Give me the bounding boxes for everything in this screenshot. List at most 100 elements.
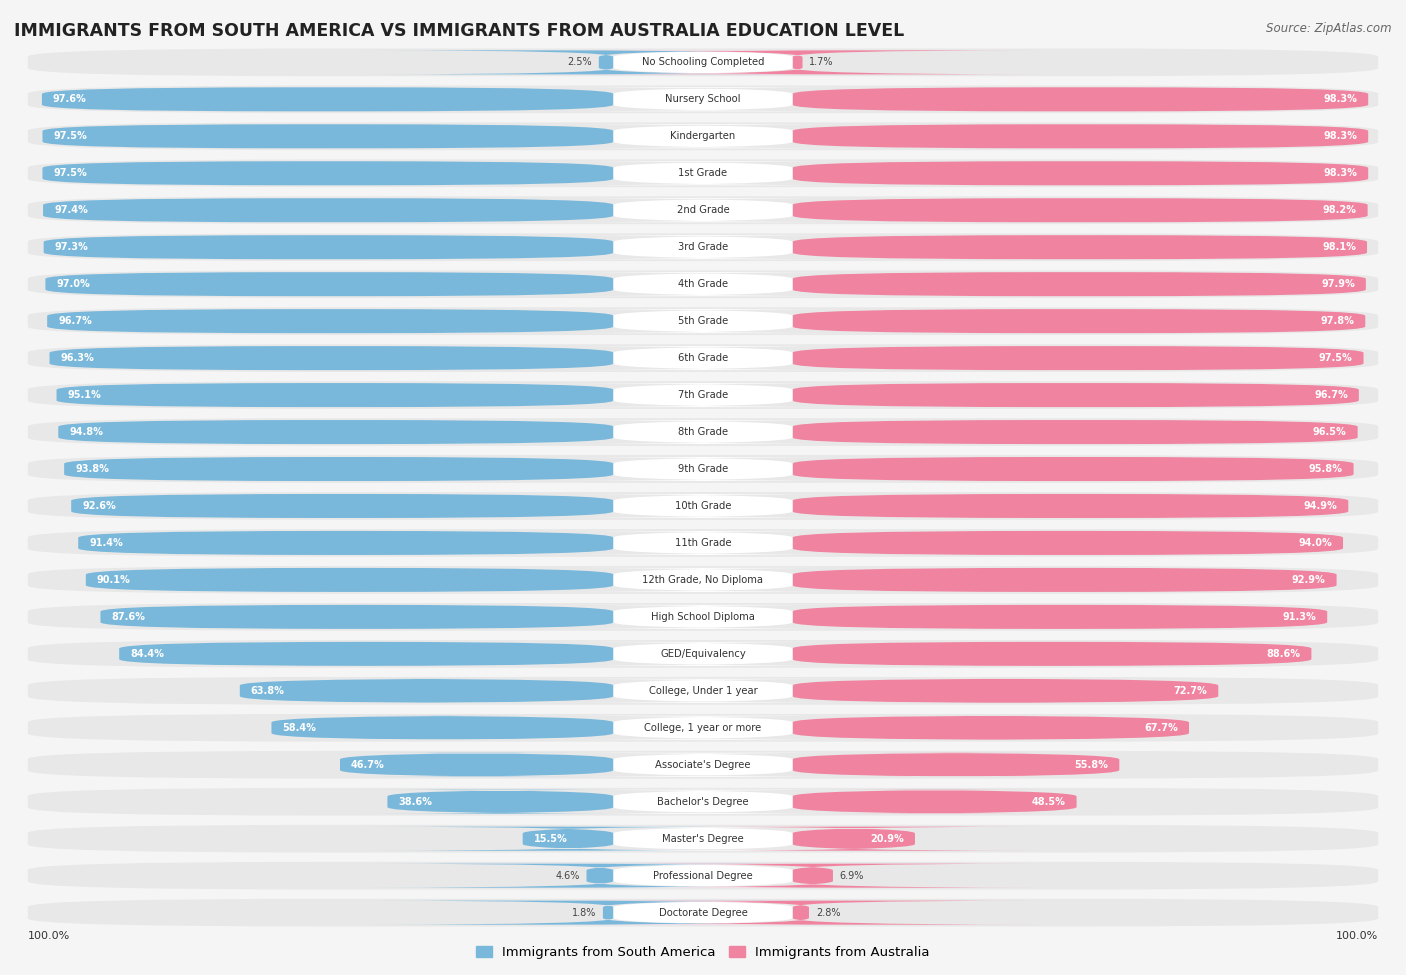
- FancyBboxPatch shape: [366, 901, 851, 924]
- FancyBboxPatch shape: [366, 51, 846, 74]
- Text: 1.7%: 1.7%: [810, 58, 834, 67]
- Text: 72.7%: 72.7%: [1174, 685, 1208, 696]
- Text: 97.4%: 97.4%: [53, 205, 87, 215]
- FancyBboxPatch shape: [28, 640, 1378, 668]
- Text: 91.4%: 91.4%: [89, 538, 122, 548]
- Text: GED/Equivalency: GED/Equivalency: [661, 648, 745, 659]
- FancyBboxPatch shape: [42, 124, 613, 148]
- Text: 63.8%: 63.8%: [250, 685, 285, 696]
- Text: 9th Grade: 9th Grade: [678, 464, 728, 474]
- Text: 4th Grade: 4th Grade: [678, 279, 728, 290]
- Text: 98.1%: 98.1%: [1322, 242, 1355, 253]
- Text: 98.3%: 98.3%: [1323, 132, 1357, 141]
- FancyBboxPatch shape: [544, 864, 862, 887]
- Text: 97.5%: 97.5%: [53, 132, 87, 141]
- FancyBboxPatch shape: [544, 753, 862, 777]
- Text: 48.5%: 48.5%: [1032, 797, 1066, 806]
- FancyBboxPatch shape: [544, 567, 862, 592]
- Text: Source: ZipAtlas.com: Source: ZipAtlas.com: [1267, 22, 1392, 35]
- Text: 3rd Grade: 3rd Grade: [678, 242, 728, 253]
- Text: Bachelor's Degree: Bachelor's Degree: [657, 797, 749, 806]
- FancyBboxPatch shape: [793, 161, 1368, 185]
- Text: Doctorate Degree: Doctorate Degree: [658, 908, 748, 917]
- Text: 5th Grade: 5th Grade: [678, 316, 728, 327]
- FancyBboxPatch shape: [544, 494, 862, 518]
- FancyBboxPatch shape: [793, 88, 1368, 111]
- Text: 98.3%: 98.3%: [1323, 95, 1357, 104]
- FancyBboxPatch shape: [100, 604, 613, 629]
- Text: 1.8%: 1.8%: [572, 908, 596, 917]
- Text: 100.0%: 100.0%: [28, 931, 70, 941]
- Text: 93.8%: 93.8%: [75, 464, 110, 474]
- Text: 96.7%: 96.7%: [58, 316, 91, 327]
- Text: 12th Grade, No Diploma: 12th Grade, No Diploma: [643, 575, 763, 585]
- FancyBboxPatch shape: [544, 827, 862, 851]
- FancyBboxPatch shape: [44, 198, 613, 222]
- FancyBboxPatch shape: [28, 418, 1378, 446]
- Text: Associate's Degree: Associate's Degree: [655, 760, 751, 770]
- FancyBboxPatch shape: [72, 494, 613, 518]
- FancyBboxPatch shape: [28, 381, 1378, 409]
- Text: 97.5%: 97.5%: [1319, 353, 1353, 363]
- Text: 20.9%: 20.9%: [870, 834, 904, 843]
- FancyBboxPatch shape: [240, 679, 613, 703]
- FancyBboxPatch shape: [86, 567, 613, 592]
- Text: 1st Grade: 1st Grade: [679, 169, 727, 178]
- FancyBboxPatch shape: [793, 567, 1337, 592]
- Text: 84.4%: 84.4%: [131, 648, 165, 659]
- Text: College, 1 year or more: College, 1 year or more: [644, 722, 762, 733]
- FancyBboxPatch shape: [793, 790, 1077, 814]
- Text: 88.6%: 88.6%: [1267, 648, 1301, 659]
- FancyBboxPatch shape: [793, 531, 1343, 555]
- FancyBboxPatch shape: [49, 346, 613, 370]
- FancyBboxPatch shape: [28, 825, 1378, 852]
- FancyBboxPatch shape: [793, 272, 1365, 296]
- FancyBboxPatch shape: [544, 346, 862, 370]
- FancyBboxPatch shape: [793, 198, 1368, 222]
- FancyBboxPatch shape: [366, 827, 770, 851]
- Text: 6th Grade: 6th Grade: [678, 353, 728, 363]
- FancyBboxPatch shape: [28, 455, 1378, 483]
- FancyBboxPatch shape: [544, 531, 862, 555]
- Text: 95.8%: 95.8%: [1309, 464, 1343, 474]
- Text: College, Under 1 year: College, Under 1 year: [648, 685, 758, 696]
- Text: 10th Grade: 10th Grade: [675, 501, 731, 511]
- Text: 58.4%: 58.4%: [283, 722, 316, 733]
- FancyBboxPatch shape: [48, 309, 613, 333]
- FancyBboxPatch shape: [28, 677, 1378, 705]
- FancyBboxPatch shape: [65, 457, 613, 481]
- Text: 98.2%: 98.2%: [1323, 205, 1357, 215]
- FancyBboxPatch shape: [544, 88, 862, 111]
- FancyBboxPatch shape: [544, 383, 862, 408]
- FancyBboxPatch shape: [28, 270, 1378, 298]
- FancyBboxPatch shape: [544, 790, 862, 814]
- Text: 90.1%: 90.1%: [97, 575, 131, 585]
- FancyBboxPatch shape: [793, 494, 1348, 518]
- Text: 2nd Grade: 2nd Grade: [676, 205, 730, 215]
- Text: Nursery School: Nursery School: [665, 95, 741, 104]
- Text: 6.9%: 6.9%: [839, 871, 865, 880]
- FancyBboxPatch shape: [42, 161, 613, 185]
- Text: 97.6%: 97.6%: [53, 95, 87, 104]
- Text: 2.5%: 2.5%: [567, 58, 592, 67]
- FancyBboxPatch shape: [544, 457, 862, 481]
- FancyBboxPatch shape: [28, 344, 1378, 372]
- Text: 97.8%: 97.8%: [1320, 316, 1354, 327]
- FancyBboxPatch shape: [28, 603, 1378, 631]
- Text: 46.7%: 46.7%: [352, 760, 385, 770]
- FancyBboxPatch shape: [28, 751, 1378, 779]
- FancyBboxPatch shape: [793, 383, 1358, 408]
- FancyBboxPatch shape: [793, 420, 1358, 444]
- Text: Master's Degree: Master's Degree: [662, 834, 744, 843]
- FancyBboxPatch shape: [544, 901, 862, 924]
- FancyBboxPatch shape: [544, 161, 862, 185]
- Text: 94.0%: 94.0%: [1298, 538, 1331, 548]
- Text: 11th Grade: 11th Grade: [675, 538, 731, 548]
- FancyBboxPatch shape: [561, 901, 1040, 924]
- Text: 97.5%: 97.5%: [53, 169, 87, 178]
- Text: 8th Grade: 8th Grade: [678, 427, 728, 437]
- FancyBboxPatch shape: [544, 679, 862, 703]
- FancyBboxPatch shape: [544, 642, 862, 666]
- Text: 100.0%: 100.0%: [1336, 931, 1378, 941]
- Text: 87.6%: 87.6%: [111, 612, 145, 622]
